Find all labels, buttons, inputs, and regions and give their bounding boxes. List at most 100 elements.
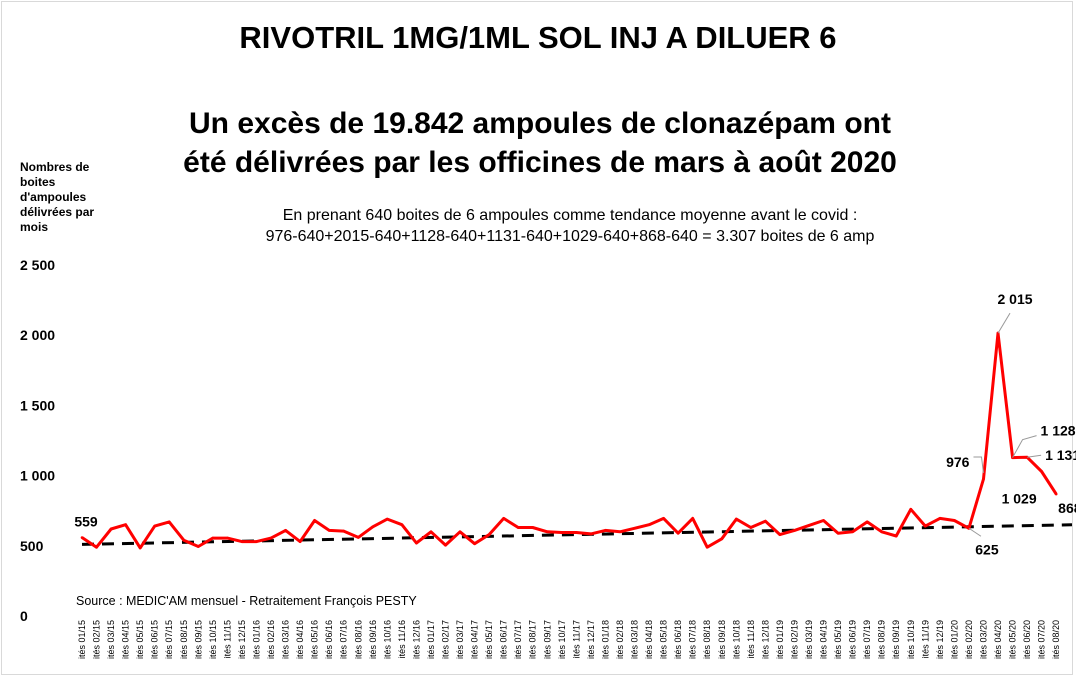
x-tick-label: ités 05/20: [1008, 620, 1018, 659]
trend-line: [81, 523, 1073, 546]
data-point: [953, 519, 956, 522]
data-point: [924, 524, 927, 528]
data-point: [342, 529, 346, 533]
data-point: [836, 531, 840, 535]
headline-line-1: Un excès de 19.842 ampoules de clonazépa…: [189, 107, 891, 140]
data-point: [124, 523, 127, 527]
x-tick-label: ités 03/16: [281, 620, 291, 659]
data-point: [633, 526, 636, 530]
data-point: [197, 545, 200, 548]
y-tick-label: 1 000: [20, 468, 55, 484]
data-point: [982, 477, 985, 481]
x-tick-label: ités 06/17: [499, 620, 509, 659]
x-tick-label: ités 05/17: [484, 620, 494, 659]
data-point: [662, 517, 665, 520]
data-point: [880, 530, 883, 534]
data-label: 2 015: [997, 291, 1032, 307]
x-tick-label: ités 11/15: [222, 620, 232, 658]
x-tick-label: ités 06/16: [324, 620, 334, 659]
x-tick-label: ités 10/15: [208, 620, 218, 659]
x-tick-label: ités 02/20: [964, 620, 974, 659]
x-tick-label: ités 10/19: [906, 620, 916, 659]
data-point: [313, 519, 316, 522]
x-tick-label: ités 04/16: [295, 620, 305, 659]
x-tick-label: ités 12/18: [760, 620, 770, 659]
x-tick-label: ités 07/18: [688, 620, 698, 659]
x-tick-label: ités 08/18: [702, 620, 712, 659]
y-tick-label: 2 000: [20, 327, 55, 343]
data-point: [851, 530, 854, 534]
x-tick-label: ités 12/19: [935, 620, 945, 659]
data-label: 1 029: [1002, 491, 1037, 507]
x-tick-label: ités 04/20: [993, 620, 1003, 659]
data-point: [298, 540, 302, 543]
x-tick-label: ités 07/20: [1037, 620, 1047, 659]
x-tick-label: ités 08/20: [1051, 620, 1061, 659]
data-point: [865, 520, 869, 524]
data-point: [487, 533, 491, 536]
data-point: [80, 536, 84, 539]
x-tick-label: ités 01/18: [600, 620, 610, 659]
x-tick-label: ités 06/15: [150, 620, 160, 659]
data-label: 1 128: [1041, 423, 1076, 439]
x-tick-label: ités 11/17: [571, 620, 581, 658]
data-point: [444, 543, 447, 547]
x-tick-label: ités 09/17: [542, 620, 552, 659]
data-point: [269, 536, 273, 540]
x-tick-label: ités 04/15: [121, 620, 131, 659]
x-tick-label: ités 03/15: [106, 620, 116, 659]
x-tick-label: ités 05/15: [135, 620, 145, 659]
data-point: [458, 530, 462, 534]
x-tick-label: ités 08/17: [528, 620, 538, 659]
chart-title: RIVOTRIL 1MG/1ML SOL INJ A DILUER 6: [239, 20, 837, 55]
x-tick-label: ités 07/17: [513, 620, 523, 659]
data-point: [386, 517, 389, 521]
x-tick-label: ités 08/16: [353, 620, 363, 659]
data-point: [400, 523, 404, 527]
data-point: [531, 526, 535, 529]
x-tick-label: ités 11/19: [920, 620, 930, 658]
data-label: 559: [74, 514, 98, 530]
x-tick-label: ités 04/17: [470, 620, 480, 659]
data-label-leader: [968, 527, 982, 537]
x-tick-label: ités 01/20: [949, 620, 959, 659]
data-point: [327, 529, 331, 532]
data-point: [604, 529, 607, 532]
data-point: [749, 526, 753, 529]
y-axis-label: Nombres de boites d'ampoules délivrées p…: [20, 160, 95, 234]
x-tick-label: ités 06/18: [673, 620, 683, 659]
x-tick-label: ités 05/16: [310, 620, 320, 659]
data-point: [356, 536, 360, 539]
data-point: [909, 507, 913, 511]
data-label-leader: [973, 456, 984, 474]
x-tick-label: ités 01/17: [426, 620, 436, 659]
data-point: [502, 517, 505, 520]
data-point: [822, 519, 825, 522]
data-label-leader: [1012, 435, 1037, 458]
x-tick-label: ités 01/16: [251, 620, 261, 659]
data-point: [153, 524, 156, 528]
x-tick-label: ités 10/18: [731, 620, 741, 659]
series-line: [81, 331, 1058, 550]
x-tick-label: ités 06/19: [848, 620, 858, 659]
x-tick-label: ités 02/18: [615, 620, 625, 659]
data-label-leader: [997, 312, 1011, 334]
data-point: [938, 517, 942, 520]
data-point: [793, 529, 796, 532]
data-point: [618, 530, 622, 534]
data-point: [167, 520, 171, 524]
data-point: [429, 530, 433, 534]
data-point: [255, 540, 258, 543]
data-point: [575, 531, 578, 534]
x-tick-label: ités 09/19: [891, 620, 901, 659]
data-point: [1054, 492, 1058, 496]
x-tick-label: ités 02/19: [789, 620, 799, 659]
y-tick-label: 0: [20, 608, 28, 624]
x-tick-label: ités 04/18: [644, 620, 654, 659]
data-point: [284, 529, 287, 532]
data-point: [138, 546, 142, 550]
x-tick-label: ités 02/16: [266, 620, 276, 659]
x-tick-label: ités 10/16: [382, 620, 392, 659]
data-point: [764, 519, 767, 523]
